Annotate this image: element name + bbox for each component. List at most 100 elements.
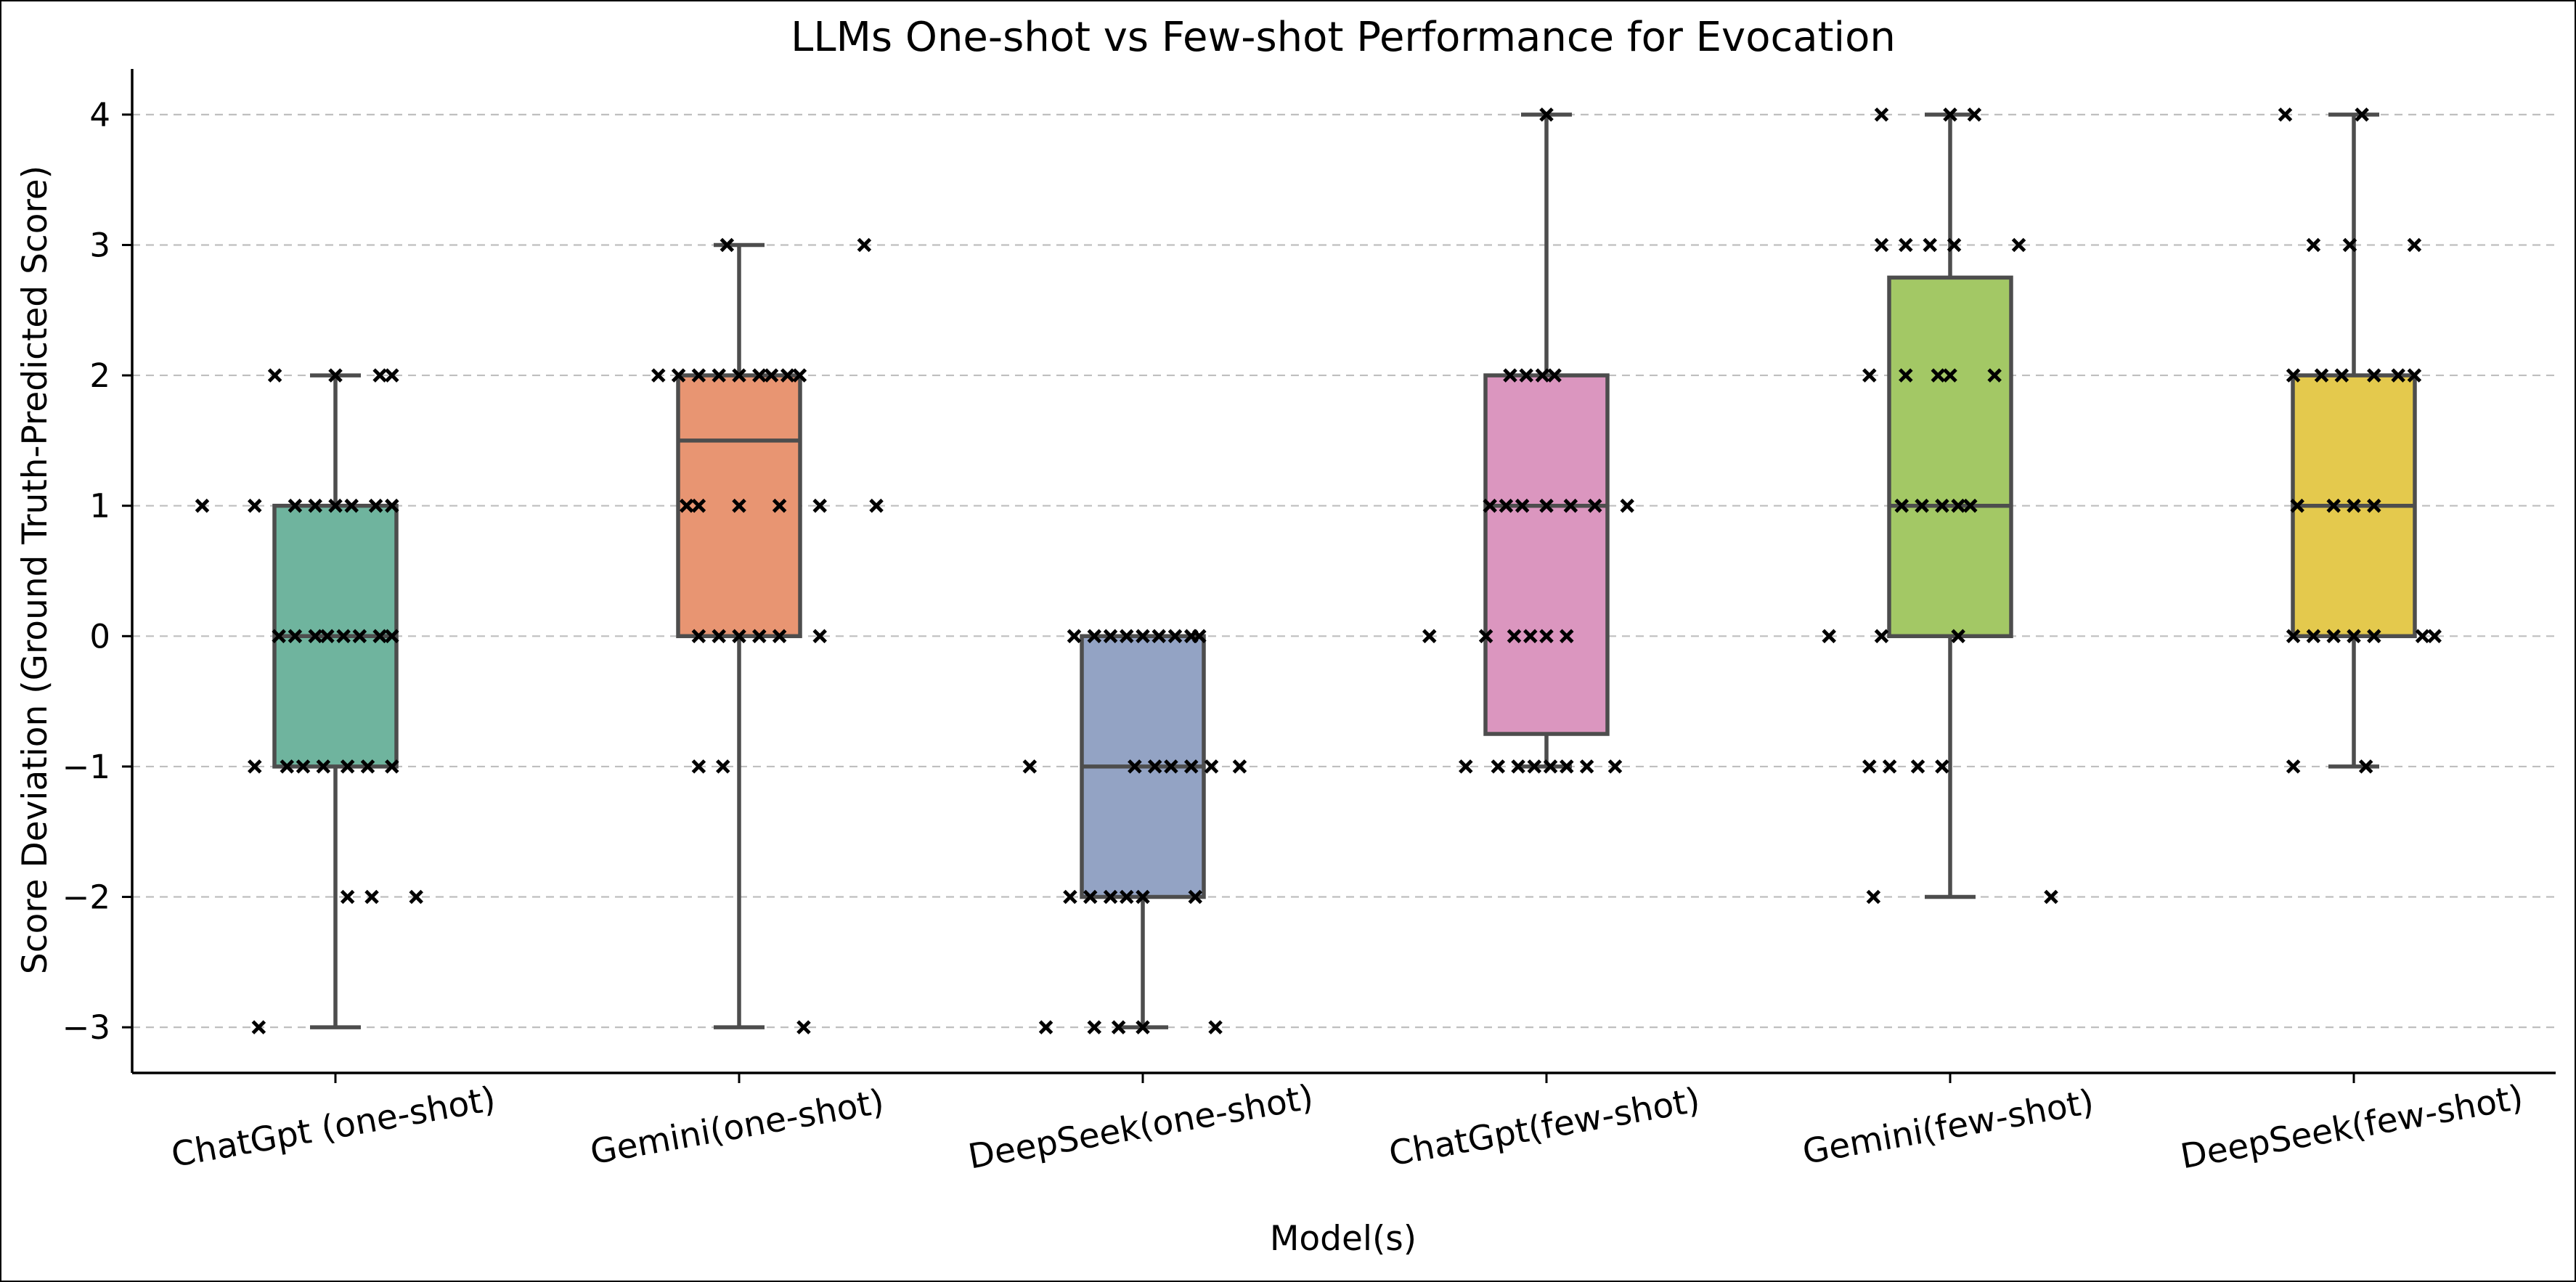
data-point: [372, 368, 387, 383]
data-point: [679, 498, 694, 513]
data-point: [2011, 237, 2026, 253]
data-point-stroke: [780, 368, 795, 383]
data-point-stroke: [1539, 629, 1554, 644]
data-point-stroke: [1422, 629, 1437, 644]
data-point: [1087, 1020, 1102, 1034]
data-point-stroke: [1208, 1020, 1223, 1034]
data-point: [1111, 1020, 1126, 1034]
chart-title: LLMs One-shot vs Few-shot Performance fo…: [791, 14, 1896, 61]
data-point: [320, 629, 335, 644]
data-point-stroke: [732, 498, 746, 513]
data-point: [344, 498, 359, 513]
data-point-stroke: [752, 368, 767, 383]
data-point-stroke: [272, 629, 286, 644]
data-point-stroke: [2044, 889, 2058, 905]
data-point: [1874, 237, 1889, 253]
data-point: [2407, 237, 2422, 253]
data-point: [2415, 629, 2430, 644]
data-point: [1866, 889, 1881, 905]
data-point: [1527, 759, 1542, 774]
data-point: [764, 368, 779, 383]
data-point: [691, 759, 706, 774]
data-point: [1943, 107, 1957, 122]
x-tick-label: DeepSeek(few-shot): [2177, 1077, 2526, 1177]
data-point: [732, 629, 746, 644]
data-point: [671, 368, 686, 383]
data-point-stroke: [308, 498, 322, 513]
data-point-stroke: [1103, 629, 1118, 644]
data-point: [1543, 759, 1558, 774]
data-point-stroke: [732, 629, 746, 644]
data-point-stroke: [1147, 759, 1162, 774]
data-point-stroke: [1483, 498, 1497, 513]
data-point: [1951, 629, 1965, 644]
data-point-stroke: [715, 759, 730, 774]
data-point-stroke: [1119, 629, 1134, 644]
data-point-stroke: [2306, 629, 2321, 644]
data-point-stroke: [857, 237, 872, 253]
box-group: [1483, 113, 1610, 769]
data-point-stroke: [248, 759, 262, 774]
data-point-stroke: [772, 629, 787, 644]
data-point: [340, 889, 355, 905]
data-point-stroke: [1579, 759, 1594, 774]
data-point: [295, 759, 311, 774]
data-point: [1459, 759, 1473, 774]
y-tick-label: 3: [89, 226, 110, 264]
data-point: [385, 498, 399, 513]
data-point: [195, 498, 210, 513]
data-point: [267, 368, 282, 383]
data-point-stroke: [1128, 759, 1142, 774]
data-point-stroke: [1503, 368, 1517, 383]
data-point: [1188, 889, 1203, 905]
data-point: [1862, 759, 1877, 774]
data-point-stroke: [691, 498, 706, 513]
data-point-stroke: [385, 759, 399, 774]
data-point-stroke: [691, 629, 706, 644]
data-point-stroke: [1874, 237, 1889, 253]
data-point-stroke: [1087, 629, 1102, 644]
data-point-stroke: [1894, 498, 1909, 513]
data-point-stroke: [2367, 629, 2381, 644]
data-point: [385, 759, 399, 774]
data-point: [1136, 629, 1150, 644]
data-point: [1087, 629, 1102, 644]
data-point-stroke: [720, 237, 735, 253]
data-point: [2334, 368, 2349, 383]
data-point-stroke: [691, 759, 706, 774]
data-point: [857, 237, 872, 253]
data-point: [360, 759, 375, 774]
data-point-stroke: [1947, 237, 1962, 253]
data-point-stroke: [1915, 498, 1929, 513]
data-point-stroke: [288, 629, 303, 644]
data-point: [2286, 759, 2301, 774]
data-point-stroke: [1866, 889, 1881, 905]
data-point-stroke: [1987, 368, 2002, 383]
y-tick-label: −3: [62, 1008, 110, 1047]
data-point-stroke: [316, 759, 331, 774]
data-point-stroke: [1882, 759, 1897, 774]
data-point: [336, 629, 351, 644]
data-point-stroke: [1607, 759, 1623, 774]
data-point: [1560, 629, 1574, 644]
data-point: [248, 498, 262, 513]
data-point: [1894, 498, 1909, 513]
data-point: [2306, 237, 2321, 253]
data-point-stroke: [409, 889, 423, 905]
data-point: [372, 629, 387, 644]
data-point-stroke: [2355, 107, 2369, 122]
data-point-stroke: [1152, 629, 1167, 644]
data-point: [2358, 759, 2373, 774]
y-tick-label: −2: [62, 878, 110, 917]
data-point-stroke: [712, 368, 726, 383]
data-point: [2286, 629, 2301, 644]
data-point-stroke: [1951, 498, 1965, 513]
data-point-stroke: [385, 498, 399, 513]
data-point-stroke: [1943, 107, 1957, 122]
data-point: [1539, 498, 1554, 513]
data-point-stroke: [1067, 629, 1082, 644]
data-point-stroke: [344, 498, 359, 513]
data-point: [1491, 759, 1506, 774]
data-point-stroke: [328, 368, 343, 383]
data-point: [1192, 629, 1207, 644]
